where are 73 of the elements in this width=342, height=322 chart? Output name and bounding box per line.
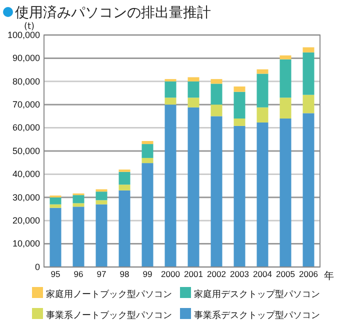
legend-label: 家庭用ノートブック型パソコン — [46, 289, 172, 300]
bar — [164, 98, 176, 105]
bar — [210, 79, 222, 84]
bar — [302, 94, 314, 114]
bar — [142, 141, 154, 144]
bar — [96, 200, 108, 204]
y-tick-label: 90,000 — [12, 53, 40, 64]
bar — [280, 55, 292, 60]
bar — [50, 208, 62, 267]
bar — [188, 98, 200, 108]
bar — [142, 158, 154, 164]
bar — [280, 118, 292, 267]
bar — [188, 81, 200, 98]
bar — [142, 144, 154, 158]
bar — [72, 195, 84, 204]
y-tick-label: 70,000 — [12, 99, 40, 110]
bar — [118, 190, 130, 267]
bar — [256, 122, 268, 267]
x-tick-label: 2002 — [207, 269, 226, 280]
bar — [72, 206, 84, 267]
x-tick-label: 2005 — [276, 269, 296, 280]
bar — [50, 197, 62, 204]
y-tick-label: 60,000 — [12, 122, 40, 133]
legend-label: 事業系デスクトップ型パソコン — [194, 310, 320, 321]
bar — [234, 126, 246, 267]
bar — [188, 77, 200, 82]
x-tick-label: 99 — [142, 269, 152, 280]
bar — [302, 47, 314, 52]
chart-title: 使用済みパソコンの排出量推計 — [15, 5, 211, 21]
bar — [210, 116, 222, 267]
x-tick-label: 96 — [74, 269, 84, 280]
x-tick-label: 2001 — [184, 269, 204, 280]
bar — [234, 86, 246, 92]
bar — [256, 69, 268, 74]
x-tick-label: 97 — [96, 269, 106, 280]
bar — [96, 192, 108, 200]
legend-label: 家庭用デスクトップ型パソコン — [194, 289, 320, 300]
bar — [142, 163, 154, 267]
bar — [256, 74, 268, 108]
bar — [164, 104, 176, 267]
bar — [234, 118, 246, 126]
bar — [96, 204, 108, 267]
x-tick-label: 2004 — [253, 269, 272, 280]
x-tick-label: 2003 — [230, 269, 250, 280]
legend-label: 事業系ノートブック型パソコン — [46, 310, 172, 321]
bar — [118, 184, 130, 190]
bar — [280, 59, 292, 98]
bar — [256, 107, 268, 122]
bar — [118, 172, 130, 185]
bar — [280, 98, 292, 119]
y-tick-label: 40,000 — [12, 169, 40, 180]
x-tick-label: 2006 — [299, 269, 318, 280]
bar — [210, 84, 222, 105]
x-tick-label: 95 — [50, 269, 60, 280]
bar — [72, 203, 84, 207]
x-tick-label: 98 — [120, 269, 130, 280]
y-tick-label: 10,000 — [12, 238, 40, 249]
bar — [188, 107, 200, 267]
y-axis-title: (t) — [24, 22, 35, 32]
bar — [210, 104, 222, 116]
bar — [164, 81, 176, 98]
y-tick-label: 30,000 — [12, 192, 40, 202]
bar — [234, 92, 246, 119]
bar — [302, 113, 314, 267]
y-tick-label: 50,000 — [12, 146, 40, 156]
x-axis-title: 年 — [324, 270, 334, 282]
bar — [302, 52, 314, 95]
bar — [50, 204, 62, 208]
y-tick-label: 20,000 — [12, 215, 40, 226]
y-tick-label: 80,000 — [12, 76, 40, 86]
y-tick-label: 0 — [34, 262, 40, 272]
y-tick-label: 100,000 — [7, 30, 40, 40]
x-tick-label: 2000 — [161, 269, 180, 280]
